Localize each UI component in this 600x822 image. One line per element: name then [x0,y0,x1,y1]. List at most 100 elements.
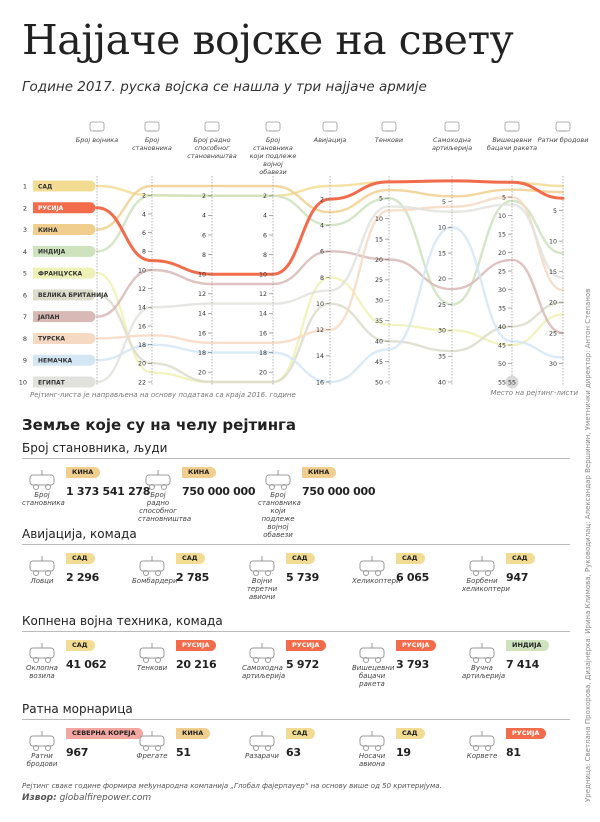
rank-label-3: 3 [23,226,27,234]
person-icon [144,121,160,132]
stat-value: 81 [506,746,521,759]
rank-label-9: 9 [23,357,27,365]
country-badge: РУСИЈА [506,728,547,739]
stat-item: Број становника КИНА 1 373 541 278 [22,465,150,523]
country-pill-3 [33,224,96,236]
stat-value: 947 [506,571,529,584]
tick-label: 16 [316,379,324,386]
parallel-chart: Број војника Бројстановника24681012141618… [19,121,588,389]
fighter-icon [29,556,55,576]
legend-note: Место на рејтинг-листи [490,389,578,397]
artillery-icon [249,643,275,663]
tick-label: 6 [142,230,146,237]
country-badge: САД [286,728,315,739]
country-legend: 1 САД 2 РУСИЈА 3 КИНА 4 ИНДИЈА 5 ФРАНЦУСКА 6 ВЕЛИКА… [19,180,108,388]
country-badge: ИНДИЈА [506,640,549,651]
tick-label: 40 [375,338,383,345]
stat-value: 750 000 000 [302,485,376,498]
tick-label: 18 [259,350,267,357]
section-divider [22,631,570,632]
tick-label: 20 [198,370,206,377]
warship-icon [29,731,55,751]
stat-value: 63 [286,746,301,759]
axis-5: Тенкови 5 10 15 20 25 30 35 40 45 50 [375,121,403,386]
stat-value: 5 739 [286,571,319,584]
page-subtitle: Године 2017. руска војска се нашла у три… [22,79,427,95]
country-badge: РУСИЈА [176,640,217,651]
armored-vehicle-icon [29,643,55,663]
source: Извор: globalfirepower.com [22,793,151,803]
tick-label: 10 [549,238,557,245]
country-pill-4 [33,245,96,257]
artillery-icon [444,121,460,132]
axis-label-2: Број радно [193,136,230,144]
stat-item: Бомбардери САД 2 785 [132,551,252,609]
tick-label: 16 [138,323,146,330]
stat-item: Војни теретни авиони САД 5 739 [242,551,362,609]
section-title: Ратна морнарица [22,702,133,716]
country-badge: КИНА [182,467,217,478]
series-line-5 [95,271,565,384]
stat-label: Вучна артиљерија [462,664,506,680]
country-pill-7 [33,311,96,323]
tick-label: 14 [316,353,324,360]
stat-value: 19 [396,746,411,759]
tick-label: 14 [138,305,146,312]
tick-label: 25 [438,302,446,309]
series-line-7 [95,250,565,335]
tick-label: 4 [142,211,146,218]
axis-label-3: који подлеже [250,152,297,160]
stat-label: Бомбардери [132,577,178,585]
tick-label: 10 [438,225,446,232]
country-badge: САД [66,553,95,564]
stat-item: Борбени хеликоптери САД 947 [462,551,582,609]
source-link[interactable]: globalfirepower.com [59,793,152,803]
stat-value: 20 216 [176,658,217,671]
tick-label: 10 [138,267,146,274]
legend-marker [505,375,519,389]
stat-label: Број становника [22,491,65,507]
stat-label: Ловци [30,577,54,585]
tick-label: 40 [438,379,446,386]
tick-label: 2 [202,193,206,200]
series-line-9 [95,226,565,384]
country-pill-2 [33,202,96,214]
stat-label: Разарачи [245,752,279,760]
country-name-10: ЕГИПАТ [38,379,66,386]
stat-label: Оклопна возила [26,664,58,680]
country-name-5: ФРАНЦУСКА [38,270,83,277]
ship-icon [555,121,571,132]
stat-item: Ратни бродови СЕВЕРНА КОРЕЈА 967 [22,726,143,784]
tick-label: 30 [375,298,383,305]
country-badge: РУСИЈА [396,640,437,651]
tick-label: 16 [259,330,267,337]
country-pill-9 [33,354,96,366]
section-title: Копнена војна техника, комада [22,614,223,628]
stat-label: Хеликоптери [352,577,401,585]
tick-label: 35 [375,318,383,325]
tick-label: 6 [202,232,206,239]
corvette-icon [469,731,495,751]
carrier-icon [359,731,385,751]
axis-label-6: Самоходна [433,136,471,144]
stat-label: Борбени хеликоптери [462,577,510,593]
country-badge: САД [396,728,425,739]
country-name-9: НЕМАЧКА [38,358,72,365]
tick-label: 10 [198,272,206,279]
stat-label: Корвете [466,752,498,760]
rank-label-7: 7 [23,313,27,321]
tick-label: 10 [316,301,324,308]
series-line-3 [95,184,565,231]
axis-8: Ратни бродови 5 10 15 20 25 30 [538,121,588,386]
towed-artillery-icon [469,643,495,663]
country-badge: САД [66,640,95,651]
country-name-3: КИНА [38,227,58,234]
stat-label: Тенкови [136,664,168,672]
axis-label-0: Број војника [76,136,118,144]
country-badge: САД [396,553,425,564]
person-icon [29,470,55,490]
tick-label: 8 [142,249,146,256]
